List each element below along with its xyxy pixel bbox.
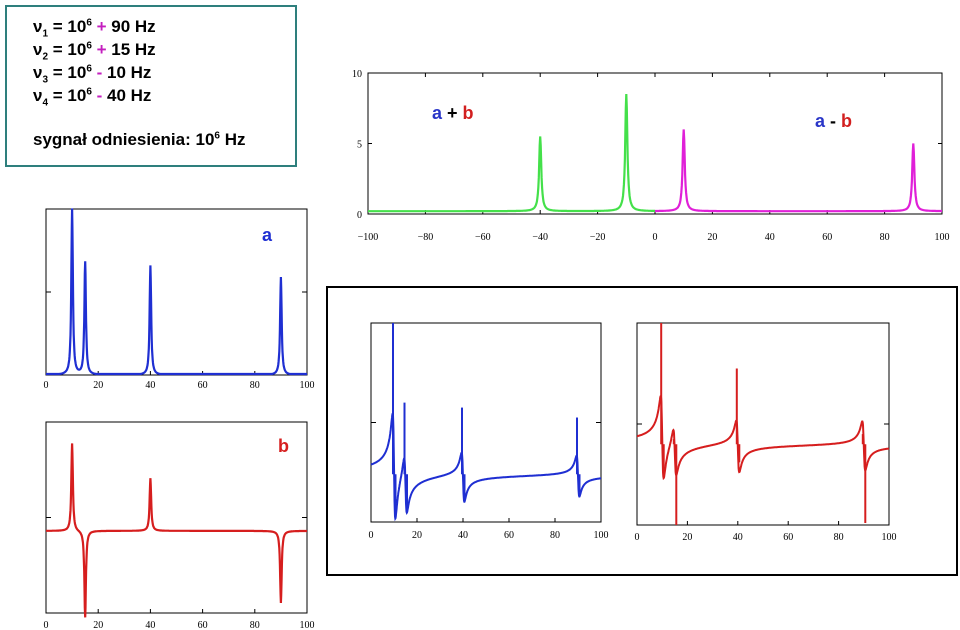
chart-b: 0 20 40 60 80 100 b (44, 421, 315, 630)
sum-diff-annotation-0: a + b (432, 103, 474, 123)
nu-subscript: 2 (42, 51, 49, 63)
a-x-tick-label: 100 (300, 380, 315, 391)
sum-diff-y-tick-label: 5 (357, 140, 362, 151)
a-x-tick-label: 80 (250, 380, 260, 391)
nu-symbol: ν (33, 40, 43, 59)
exponent: 6 (86, 86, 92, 98)
phase-blue-x-tick-label: 100 (594, 530, 609, 541)
sum-diff-x-tick-label: −60 (475, 232, 491, 243)
frequency-line-2: ν2 = 106 + 15 Hz (33, 40, 156, 62)
sum-diff-x-tick-label: −40 (532, 232, 548, 243)
sum-diff-x-tick-label: 0 (653, 232, 658, 243)
nu-subscript: 4 (42, 97, 49, 109)
phase-red-x-tick-label: 20 (682, 532, 692, 543)
operator: + (91, 40, 112, 59)
sum-diff-x-tick-label: 40 (765, 232, 775, 243)
annotation-part: a (815, 111, 826, 131)
sum-diff-plot-frame (367, 72, 943, 215)
chart-phase-blue: 0 20 40 60 80 100 (369, 322, 609, 541)
a-label: a (262, 225, 273, 245)
reference-unit: Hz (219, 130, 246, 149)
sum-diff-annotation-1: a - b (815, 111, 852, 131)
operator: - (91, 63, 107, 82)
chart-phase-red: 0 20 40 60 80 100 (635, 322, 897, 543)
phase-charts-frame (326, 286, 958, 576)
operator: + (91, 17, 112, 36)
sum-diff-x-tick-label: 60 (822, 232, 832, 243)
phase-red-x-tick-label: 0 (635, 532, 640, 543)
exponent: 6 (86, 63, 92, 75)
phase-red-plot-frame (636, 322, 890, 526)
b-label: b (278, 436, 289, 456)
sum-diff-x-tick-label: 20 (707, 232, 717, 243)
annotation-part: b (463, 103, 474, 123)
b-x-tick-label: 40 (145, 620, 155, 630)
frequency-line-1: ν1 = 106 + 90 Hz (33, 17, 156, 39)
reference-label: sygnał odniesienia: 10 (33, 130, 215, 149)
sum-diff-x-tick-label: 100 (935, 232, 950, 243)
sum-diff-x-tick-label: −80 (418, 232, 434, 243)
nu-symbol: ν (33, 17, 43, 36)
phase-blue-x-tick-label: 60 (504, 530, 514, 541)
operator: - (91, 86, 107, 105)
offset-value: 90 Hz (111, 17, 156, 36)
annotation-part: b (841, 111, 852, 131)
a-x-tick-label: 0 (44, 380, 49, 391)
offset-value: 15 Hz (111, 40, 156, 59)
exponent: 6 (86, 40, 92, 52)
equals-base: = 10 (48, 40, 87, 59)
b-series (46, 443, 307, 618)
chart-a: 0 20 40 60 80 100 a (44, 208, 315, 391)
annotation-part: a (432, 103, 443, 123)
phase-blue-x-tick-label: 20 (412, 530, 422, 541)
exponent: 6 (86, 17, 92, 29)
offset-value: 10 Hz (107, 63, 152, 82)
phase-blue-x-tick-label: 0 (369, 530, 374, 541)
phase-red-x-tick-label: 80 (834, 532, 844, 543)
equals-base: = 10 (48, 86, 87, 105)
frequency-line-3: ν3 = 106 - 10 Hz (33, 63, 151, 85)
b-x-tick-label: 80 (250, 620, 260, 630)
phase-red-x-tick-label: 40 (733, 532, 743, 543)
b-x-tick-label: 0 (44, 620, 49, 630)
annotation-part: + (442, 103, 463, 123)
a-x-tick-label: 20 (93, 380, 103, 391)
sum-diff-x-tick-label: 80 (880, 232, 890, 243)
phase-red-x-tick-label: 100 (882, 532, 897, 543)
offset-value: 40 Hz (107, 86, 152, 105)
sum-diff-y-tick-label: 0 (357, 210, 362, 221)
b-x-tick-label: 20 (93, 620, 103, 630)
phase-red-series (636, 394, 890, 481)
reference-signal-line: sygnał odniesienia: 106 Hz (33, 130, 245, 150)
a-x-tick-label: 60 (198, 380, 208, 391)
phase-blue-x-tick-label: 40 (458, 530, 468, 541)
sum-diff-series-1 (655, 129, 942, 213)
nu-symbol: ν (33, 86, 43, 105)
nu-subscript: 1 (42, 28, 49, 40)
b-x-tick-label: 100 (300, 620, 315, 630)
annotation-part: - (825, 111, 841, 131)
sum-diff-series-0 (368, 94, 655, 213)
equals-base: = 10 (48, 17, 87, 36)
sum-diff-y-tick-label: 10 (352, 69, 362, 80)
reference-exponent: 6 (214, 130, 220, 142)
phase-blue-series (370, 410, 602, 522)
nu-subscript: 3 (42, 74, 49, 86)
phase-blue-x-tick-label: 80 (550, 530, 560, 541)
phase-red-x-tick-label: 60 (783, 532, 793, 543)
sum-diff-x-tick-label: −20 (590, 232, 606, 243)
equals-base: = 10 (48, 63, 87, 82)
nu-symbol: ν (33, 63, 43, 82)
a-series (46, 208, 307, 376)
sum-diff-x-tick-label: −100 (358, 232, 379, 243)
b-x-tick-label: 60 (198, 620, 208, 630)
frequency-info-box: ν1 = 106 + 90 Hz ν2 = 106 + 15 Hz ν3 = 1… (5, 5, 297, 167)
frequency-line-4: ν4 = 106 - 40 Hz (33, 86, 151, 108)
a-x-tick-label: 40 (145, 380, 155, 391)
